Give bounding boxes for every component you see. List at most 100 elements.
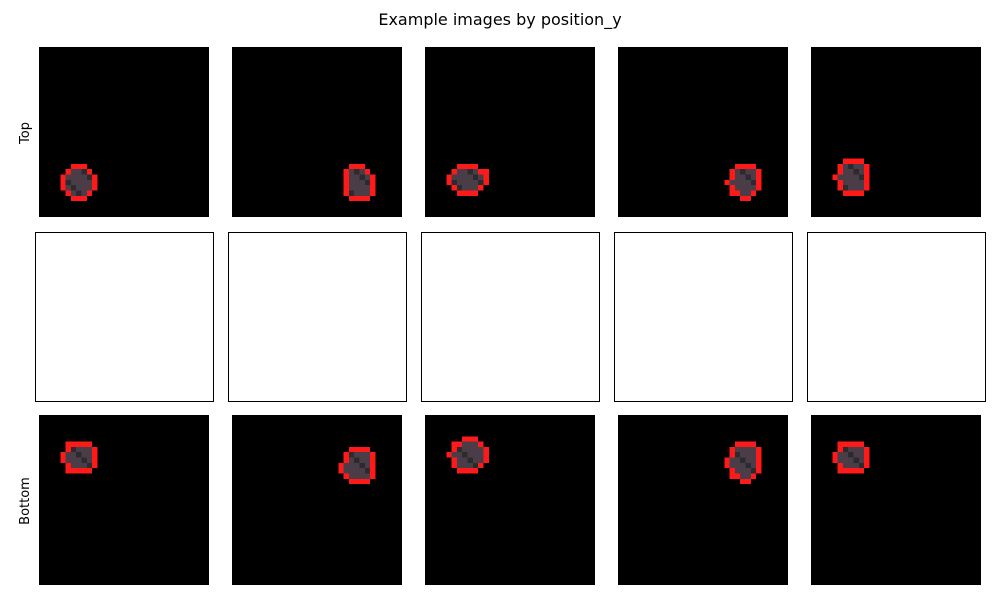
image-background (425, 47, 595, 217)
outline-pixel (483, 458, 488, 463)
outline-pixel (730, 169, 735, 174)
image-panel-r2-c0 (39, 415, 209, 585)
blob-pixel (462, 458, 467, 463)
outline-pixel (838, 180, 843, 185)
outline-pixel (354, 164, 359, 169)
blob-pixel (751, 463, 756, 468)
blob-pixel (473, 180, 478, 185)
blob-pixel (82, 463, 87, 468)
blob-pixel (859, 185, 864, 190)
outline-pixel (848, 468, 853, 473)
outline-pixel (462, 190, 467, 195)
outline-pixel (843, 190, 848, 195)
image-background (232, 47, 402, 217)
image-background (811, 415, 981, 585)
blob-pixel (71, 447, 76, 452)
outline-pixel (370, 185, 375, 190)
blob-pixel (344, 463, 349, 468)
image-svg (811, 415, 981, 585)
outline-pixel (446, 175, 451, 180)
blob-pixel (746, 473, 751, 478)
outline-pixel (864, 458, 869, 463)
blob-pixels (60, 164, 97, 201)
blob-pixel (462, 175, 467, 180)
blob-pixel (740, 175, 745, 180)
outline-pixel (452, 169, 457, 174)
blob-pixel (843, 447, 848, 452)
outline-pixel (730, 185, 735, 190)
blob-pixel (457, 185, 462, 190)
figure-title: Example images by position_y (0, 10, 1000, 30)
blob-pixel (859, 447, 864, 452)
outline-pixel (483, 175, 488, 180)
blob-pixel (468, 169, 473, 174)
blob-pixels (724, 164, 761, 201)
outline-pixel (740, 479, 745, 484)
blob-pixel (848, 185, 853, 190)
outline-pixel (66, 442, 71, 447)
blob-pixel (452, 180, 457, 185)
image-panel-r0-c4 (811, 47, 981, 217)
blob-pixel (349, 190, 354, 195)
blob-pixel (848, 463, 853, 468)
blob-pixel (82, 169, 87, 174)
blob-pixel (82, 185, 87, 190)
outline-pixel (452, 442, 457, 447)
outline-pixel (360, 479, 365, 484)
blob-pixel (76, 447, 81, 452)
outline-pixel (92, 463, 97, 468)
outline-pixel (832, 452, 837, 457)
blob-pixels (338, 447, 375, 484)
outline-pixel (864, 185, 869, 190)
blob-pixels (832, 159, 869, 196)
blob-pixel (859, 175, 864, 180)
outline-pixel (344, 473, 349, 478)
outline-pixel (66, 468, 71, 473)
blob-pixels (446, 436, 489, 473)
outline-pixel (60, 458, 65, 463)
outline-pixel (338, 463, 343, 468)
image-svg (425, 415, 595, 585)
blob-pixel (87, 175, 92, 180)
outline-pixel (365, 169, 370, 174)
blob-pixel (76, 190, 81, 195)
blob-pixel (848, 175, 853, 180)
blob-pixel (462, 447, 467, 452)
outline-pixel (468, 190, 473, 195)
outline-pixel (756, 468, 761, 473)
outline-pixel (468, 436, 473, 441)
image-background (811, 47, 981, 217)
blob-pixel (735, 463, 740, 468)
outline-pixel (354, 447, 359, 452)
blob-pixel (457, 463, 462, 468)
blob-pixel (457, 175, 462, 180)
blob-pixel (746, 447, 751, 452)
blob-pixel (66, 175, 71, 180)
outline-pixel (854, 159, 859, 164)
blob-pixel (360, 452, 365, 457)
outline-pixel (446, 180, 451, 185)
image-svg (618, 47, 788, 217)
outline-pixel (854, 190, 859, 195)
blob-pixel (76, 463, 81, 468)
blob-pixel (87, 447, 92, 452)
outline-pixel (756, 185, 761, 190)
outline-pixel (854, 442, 859, 447)
outline-pixel (756, 458, 761, 463)
blob-pixel (468, 185, 473, 190)
blob-pixel (360, 463, 365, 468)
outline-pixel (71, 442, 76, 447)
outline-pixel (730, 473, 735, 478)
blob-pixel (735, 458, 740, 463)
blob-pixel (354, 473, 359, 478)
outline-pixel (87, 190, 92, 195)
blob-pixel (730, 463, 735, 468)
outline-pixel (462, 436, 467, 441)
outline-pixel (859, 442, 864, 447)
blob-pixel (71, 180, 76, 185)
blob-pixel (76, 185, 81, 190)
blob-pixel (365, 473, 370, 478)
outline-pixel (838, 463, 843, 468)
image-panel-r0-c1 (232, 47, 402, 217)
outline-pixel (365, 196, 370, 201)
